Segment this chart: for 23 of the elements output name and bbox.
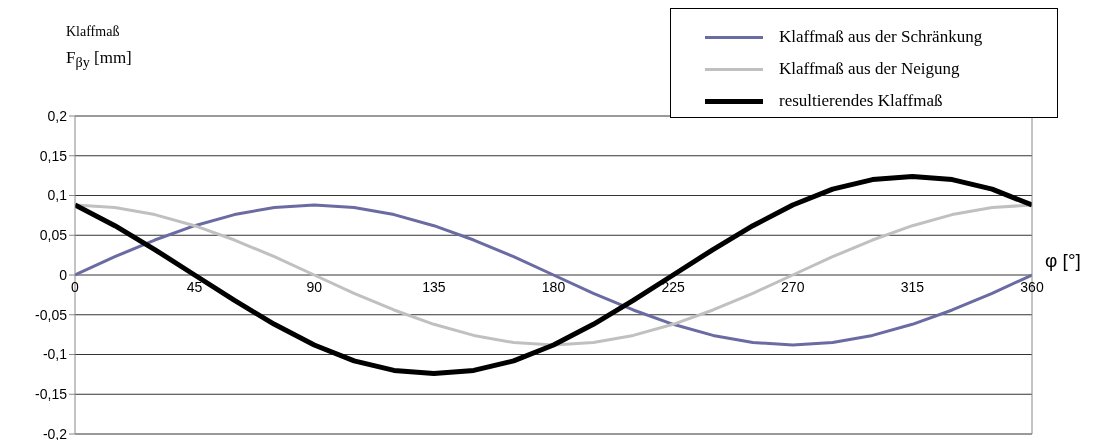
y-tick-label: 0,15 [39, 147, 68, 164]
x-tick-label: 45 [186, 278, 203, 295]
y-tick-label: -0,1 [42, 346, 68, 363]
x-tick-label: 180 [541, 278, 566, 295]
y-tick-label: -0,05 [35, 306, 68, 323]
y-tick-label: -0,15 [35, 386, 68, 403]
x-tick-label: 315 [900, 278, 925, 295]
y-axis-title: Klaffmaß F$_{βy}$ [mm] [66, 24, 132, 72]
x-tick-label: 225 [661, 278, 686, 295]
x-tick-label: 135 [422, 278, 446, 295]
x-tick-label: 360 [1020, 278, 1044, 295]
legend-label: Klaffmaß aus der Neigung [779, 59, 960, 79]
y-tick-label: -0,2 [42, 425, 68, 442]
y-tick-label: 0,05 [39, 227, 68, 244]
x-tick-label: 0 [71, 278, 80, 295]
y-tick-label: 0,2 [47, 107, 68, 124]
x-axis-title: φ [°] [1045, 249, 1081, 272]
legend-label: resultierendes Klaffmaß [779, 91, 943, 111]
x-tick-label: 90 [306, 278, 323, 295]
y-tick-label: 0,1 [47, 187, 68, 204]
y-tick-label: 0 [59, 266, 68, 283]
x-tick-label: 270 [781, 278, 805, 295]
legend-label: Klaffmaß aus der Schränkung [779, 27, 983, 47]
